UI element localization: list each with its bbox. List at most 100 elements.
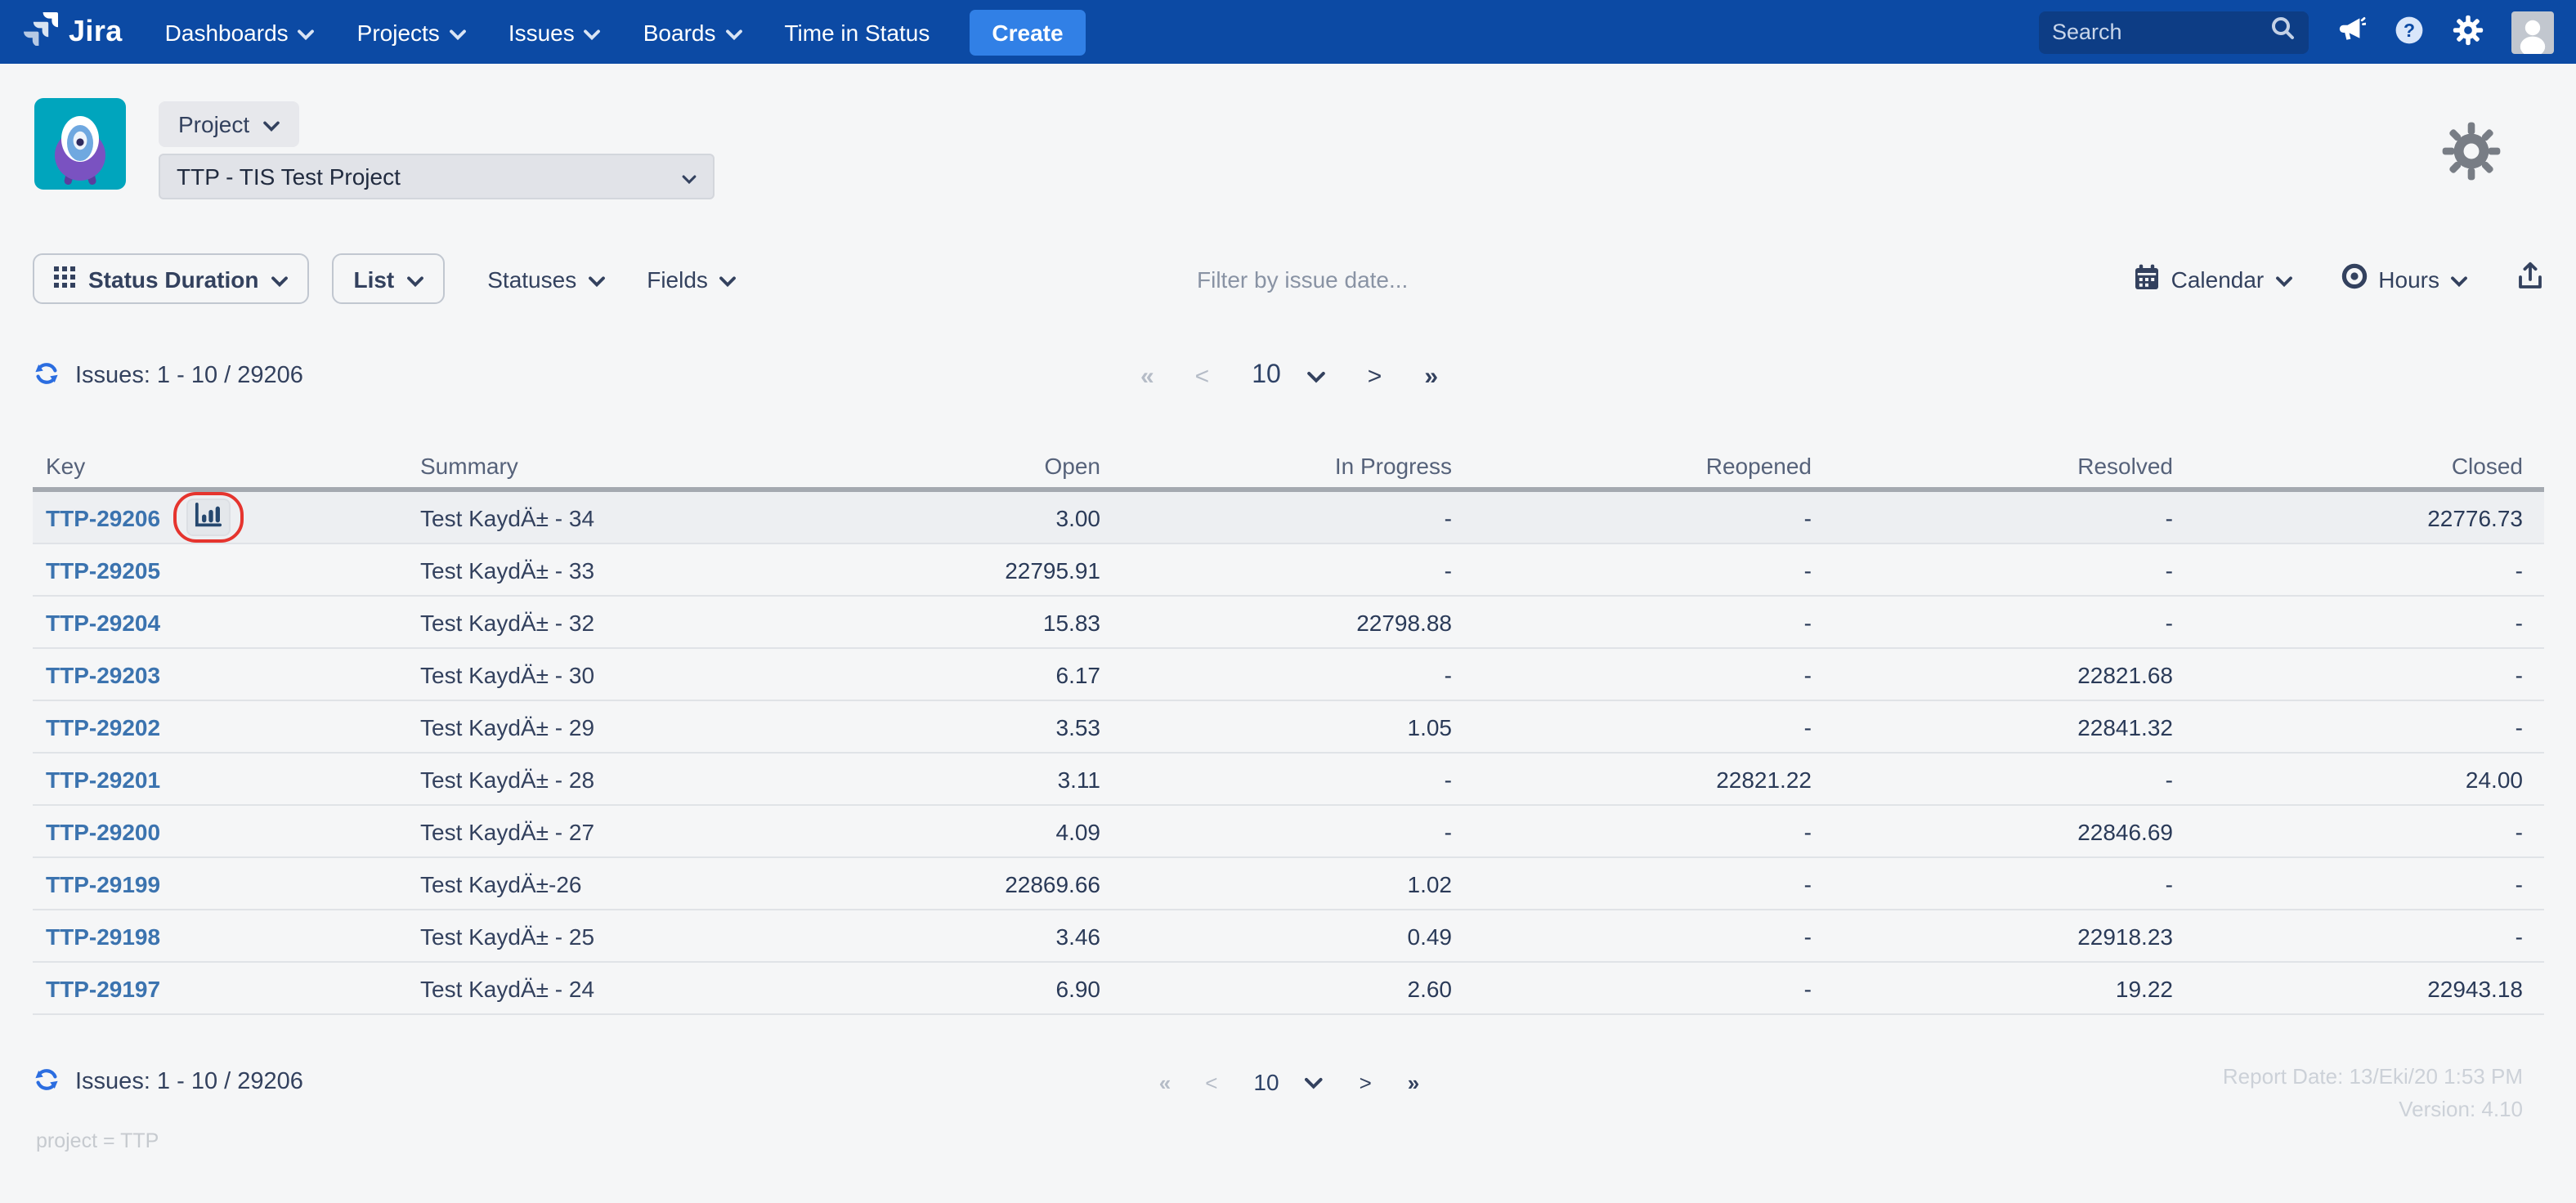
nav-item-label: Boards	[643, 19, 716, 45]
resolved-cell: 22841.32	[2077, 713, 2173, 740]
jira-logo[interactable]: Jira	[23, 10, 123, 54]
open-cell: 6.90	[1055, 975, 1101, 1001]
chevron-down-icon	[725, 19, 742, 45]
pagination-first-button[interactable]: «	[1140, 362, 1154, 390]
issue-key-link[interactable]: TTP-29199	[46, 870, 161, 897]
column-header-summary: Summary	[420, 452, 518, 478]
project-avatar	[34, 98, 126, 190]
statuses-label: Statuses	[487, 266, 577, 292]
help-button[interactable]: ?	[2394, 14, 2425, 50]
pagination-first-button[interactable]: «	[1158, 1070, 1172, 1094]
page-size-select[interactable]: 10	[1252, 361, 1325, 391]
chevron-down-icon	[682, 163, 697, 190]
pagination-next-button[interactable]: >	[1359, 1070, 1372, 1094]
jira-logo-icon	[23, 10, 59, 54]
project-scope-label: Project	[178, 111, 250, 137]
resolved-cell: -	[2165, 870, 2173, 897]
help-icon: ?	[2394, 14, 2425, 50]
summary-cell: Test KaydÄ± - 28	[420, 766, 595, 792]
report-type-label: Status Duration	[88, 266, 259, 292]
export-button[interactable]	[2516, 262, 2544, 296]
pagination-last-button[interactable]: »	[1407, 1070, 1420, 1094]
announcements-button[interactable]	[2336, 15, 2367, 49]
issues-count-label: Issues: 1 - 10 / 29206	[75, 1069, 303, 1095]
nav-right: Search	[2039, 11, 2554, 53]
issue-key-link[interactable]: TTP-29198	[46, 923, 161, 949]
issue-key-link[interactable]: TTP-29203	[46, 661, 161, 687]
red-annotation-circle	[173, 492, 244, 543]
pagination-prev-button[interactable]: <	[1194, 362, 1210, 390]
resolved-cell: 22846.69	[2077, 818, 2173, 844]
in-progress-cell: -	[1444, 766, 1452, 792]
summary-cell: Test KaydÄ± - 34	[420, 504, 595, 530]
svg-text:?: ?	[2404, 19, 2415, 40]
reopened-cell: -	[1803, 557, 1812, 583]
table-row: TTP-29205 Test KaydÄ± - 33 22795.91 - - - -	[33, 544, 2544, 597]
bar-chart-icon	[193, 501, 224, 534]
issue-key-link[interactable]: TTP-29202	[46, 713, 161, 740]
closed-cell: 22943.18	[2427, 975, 2523, 1001]
issue-key-link[interactable]: TTP-29201	[46, 766, 161, 792]
open-cell: 15.83	[1042, 609, 1100, 635]
page-size-select[interactable]: 10	[1253, 1069, 1324, 1095]
user-avatar[interactable]	[2511, 11, 2554, 53]
key-cell: TTP-29206	[33, 492, 420, 543]
nav-settings-button[interactable]	[2453, 14, 2484, 50]
refresh-button[interactable]	[33, 360, 60, 392]
units-dropdown[interactable]: Hours	[2341, 263, 2467, 294]
nav-item-boards[interactable]: Boards	[643, 19, 742, 45]
search-input[interactable]: Search	[2039, 11, 2309, 53]
key-cell: TTP-29199	[33, 870, 420, 897]
grid-icon	[54, 266, 75, 292]
issue-key-link[interactable]: TTP-29206	[46, 504, 161, 530]
calendar-dropdown[interactable]: Calendar	[2134, 262, 2292, 295]
resolved-cell: -	[2165, 766, 2173, 792]
issue-key-link[interactable]: TTP-29200	[46, 818, 161, 844]
search-placeholder: Search	[2052, 20, 2122, 44]
pagination-next-button[interactable]: >	[1367, 362, 1382, 390]
export-icon	[2516, 262, 2544, 296]
project-select[interactable]: TTP - TIS Test Project	[159, 154, 715, 199]
closed-cell: 24.00	[2465, 766, 2523, 792]
open-cell: 4.09	[1055, 818, 1101, 844]
project-scope-button[interactable]: Project	[159, 101, 299, 147]
in-progress-cell: 0.49	[1407, 923, 1453, 949]
open-cell: 22795.91	[1005, 557, 1100, 583]
open-cell: 3.46	[1055, 923, 1101, 949]
fields-dropdown[interactable]: Fields	[647, 266, 736, 292]
report-settings-button[interactable]	[2441, 121, 2502, 186]
nav-item-dashboards[interactable]: Dashboards	[165, 19, 315, 45]
table-row: TTP-29201 Test KaydÄ± - 28 3.11 - 22821.22 - 2…	[33, 754, 2544, 806]
fields-label: Fields	[647, 266, 708, 292]
refresh-button[interactable]	[33, 1066, 60, 1098]
search-icon	[2269, 15, 2296, 49]
nav-item-issues[interactable]: Issues	[508, 19, 601, 45]
units-label: Hours	[2378, 266, 2439, 292]
closed-cell: -	[2515, 713, 2523, 740]
in-progress-cell: -	[1444, 557, 1452, 583]
report-type-button[interactable]: Status Duration	[33, 253, 310, 304]
chevron-down-icon	[262, 111, 279, 137]
nav-item-time-in-status[interactable]: Time in Status	[784, 19, 930, 45]
nav-item-projects[interactable]: Projects	[357, 19, 466, 45]
project-controls: Project TTP - TIS Test Project	[159, 101, 715, 199]
date-filter-input[interactable]: Filter by issue date...	[1197, 266, 1409, 292]
create-button[interactable]: Create	[969, 9, 1086, 55]
issue-key-link[interactable]: TTP-29204	[46, 609, 161, 635]
view-mode-button[interactable]: List	[332, 253, 446, 304]
reopened-cell: -	[1803, 975, 1812, 1001]
summary-cell: Test KaydÄ± - 25	[420, 923, 595, 949]
issue-key-link[interactable]: TTP-29197	[46, 975, 161, 1001]
table-row: TTP-29198 Test KaydÄ± - 25 3.46 0.49 - 22918.…	[33, 910, 2544, 963]
statuses-dropdown[interactable]: Statuses	[487, 266, 605, 292]
pagination-prev-button[interactable]: <	[1205, 1070, 1218, 1094]
reopened-cell: -	[1803, 818, 1812, 844]
issue-key-link[interactable]: TTP-29205	[46, 557, 161, 583]
column-header-reopened: Reopened	[1705, 452, 1812, 478]
table-row: TTP-29199 Test KaydÄ±-26 22869.66 1.02 - - -	[33, 858, 2544, 910]
reopened-cell: -	[1803, 609, 1812, 635]
pagination-last-button[interactable]: »	[1424, 362, 1438, 390]
issue-chart-button[interactable]	[186, 499, 231, 536]
key-cell: TTP-29204	[33, 609, 420, 635]
